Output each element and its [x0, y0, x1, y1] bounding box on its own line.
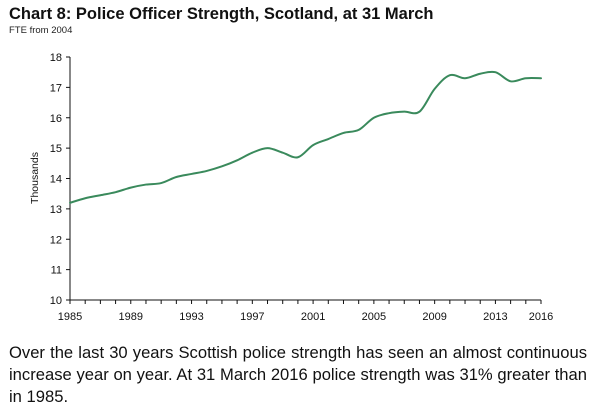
x-tick-label: 1989 [119, 311, 143, 323]
chart-title: Chart 8: Police Officer Strength, Scotla… [9, 5, 434, 23]
y-tick-label: 12 [50, 234, 62, 246]
data-point [267, 147, 269, 149]
data-point [449, 74, 451, 76]
data-point [130, 187, 132, 189]
data-point [221, 165, 223, 167]
data-point [175, 176, 177, 178]
data-point [160, 182, 162, 184]
data-point [84, 197, 86, 199]
data-point [403, 111, 405, 113]
data-point [145, 184, 147, 186]
data-point [525, 77, 527, 79]
x-tick-label: 1997 [240, 311, 264, 323]
y-tick-label: 13 [50, 204, 62, 216]
data-point [297, 156, 299, 158]
data-point [342, 132, 344, 134]
x-tick-label: 2013 [483, 311, 507, 323]
x-axis: 1985 1989 1993 1997 2001 2005 2009 2013 2016 [58, 299, 553, 323]
x-tick-label: 1985 [58, 311, 82, 323]
data-point [191, 173, 193, 175]
data-point [434, 88, 436, 90]
data-point [327, 138, 329, 140]
line-chart: 10 11 12 13 14 15 16 17 18 1985 1989 1993 1997 2001 2… [29, 52, 553, 323]
y-axis-label: Thousands [29, 152, 41, 204]
y-tick-label: 16 [50, 113, 62, 125]
caption-text: Over the last 30 years Scottish police s… [9, 343, 587, 406]
data-point [206, 170, 208, 172]
data-point [373, 117, 375, 119]
x-tick-label: 2009 [422, 311, 446, 323]
data-point [99, 194, 101, 196]
data-point [115, 191, 117, 193]
data-point [282, 152, 284, 154]
y-tick-label: 18 [50, 52, 62, 64]
x-tick-label: 2016 [529, 311, 553, 323]
x-tick-label: 2001 [301, 311, 325, 323]
data-point [312, 144, 314, 146]
x-tick-label: 1993 [179, 311, 203, 323]
data-point [69, 202, 71, 204]
data-point [479, 73, 481, 75]
data-point [388, 112, 390, 114]
chart-subtitle: FTE from 2004 [9, 25, 73, 36]
data-point [358, 129, 360, 131]
data-point [510, 80, 512, 82]
y-axis: 10 11 12 13 14 15 16 17 18 [50, 52, 71, 307]
data-point [418, 111, 420, 113]
y-tick-label: 15 [50, 143, 62, 155]
data-point [236, 159, 238, 161]
data-point [251, 152, 253, 154]
data-point [540, 77, 542, 79]
data-points [69, 71, 542, 204]
data-point [494, 71, 496, 73]
y-tick-label: 11 [51, 265, 62, 277]
y-tick-label: 10 [50, 295, 62, 307]
series-line [69, 70, 542, 204]
y-tick-label: 14 [50, 174, 62, 186]
x-tick-label: 2005 [362, 311, 386, 323]
y-tick-label: 17 [50, 82, 62, 94]
data-point [464, 77, 466, 79]
